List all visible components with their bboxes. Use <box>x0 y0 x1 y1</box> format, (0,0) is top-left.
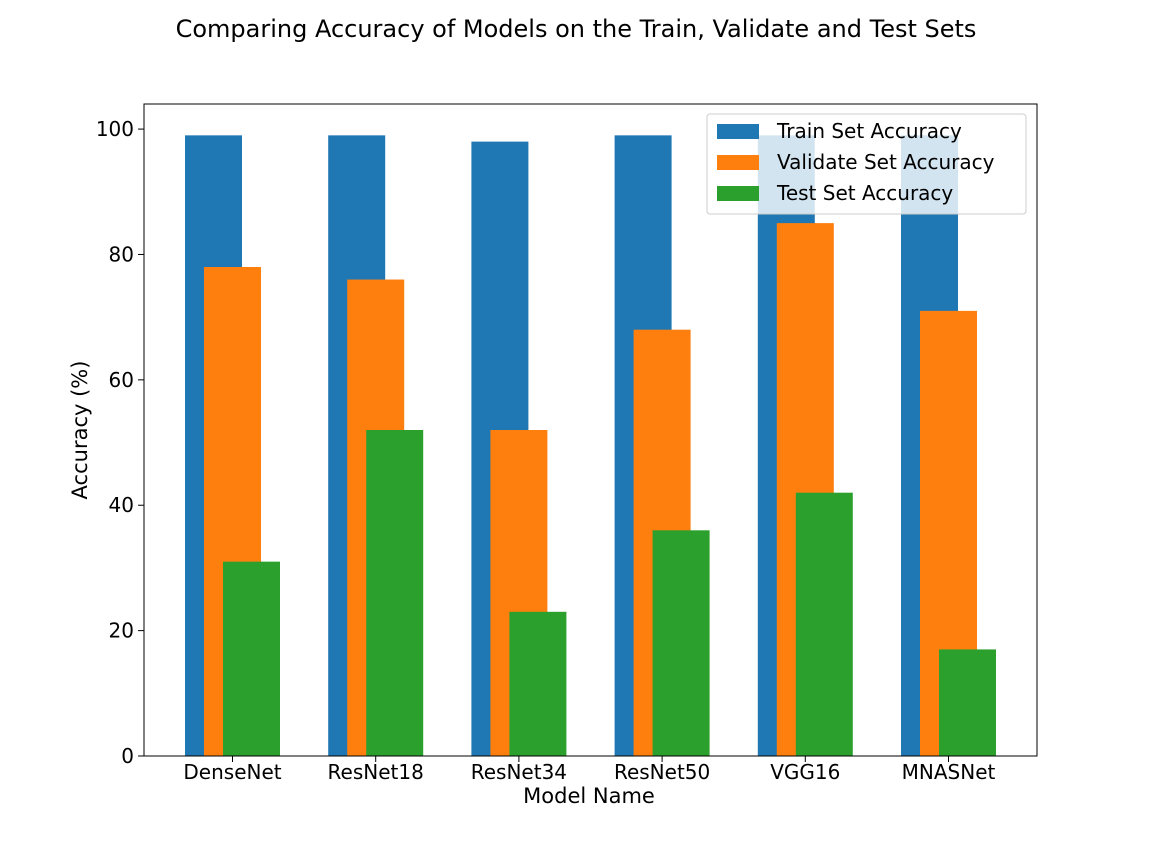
x-tick-label: VGG16 <box>770 760 840 784</box>
y-axis: 0 20 40 60 80 100 <box>96 117 144 768</box>
y-tick-label: 60 <box>109 368 134 392</box>
x-tick-label: ResNet34 <box>471 760 567 784</box>
y-tick-label: 0 <box>121 744 134 768</box>
y-tick-label: 100 <box>96 117 134 141</box>
legend-entry: Validate Set Accuracy <box>777 150 995 174</box>
bar-test-resnet50 <box>652 530 710 756</box>
legend-swatch <box>717 155 759 170</box>
legend-swatch <box>717 186 759 201</box>
legend-entry: Test Set Accuracy <box>776 181 953 205</box>
y-tick-label: 80 <box>109 242 134 266</box>
chart-title: Comparing Accuracy of Models on the Trai… <box>176 15 977 43</box>
x-tick-label: ResNet18 <box>328 760 424 784</box>
x-axis: DenseNet ResNet18 ResNet34 ResNet50 VGG16 MNA… <box>183 756 996 784</box>
y-tick-label: 20 <box>109 619 134 643</box>
legend-entry: Train Set Accuracy <box>776 119 962 143</box>
bar-test-resnet34 <box>509 611 567 756</box>
bars-layer <box>185 135 996 757</box>
x-tick-label: DenseNet <box>183 760 281 784</box>
bar-test-densenet <box>223 561 280 756</box>
bar-test-vgg16 <box>795 492 853 756</box>
bar-test-resnet18 <box>366 430 424 756</box>
x-tick-label: ResNet50 <box>614 760 710 784</box>
x-axis-label: Model Name <box>523 784 655 808</box>
y-tick-label: 40 <box>109 493 134 517</box>
x-tick-label: MNASNet <box>902 760 996 784</box>
legend-swatch <box>717 124 759 139</box>
y-axis-label: Accuracy (%) <box>68 361 92 500</box>
plot-frame <box>143 103 1038 757</box>
bar-test-mnasnet <box>939 649 996 756</box>
legend-box <box>706 113 1027 215</box>
legend: Train Set Accuracy Validate Set Accuracy T… <box>706 113 1027 215</box>
